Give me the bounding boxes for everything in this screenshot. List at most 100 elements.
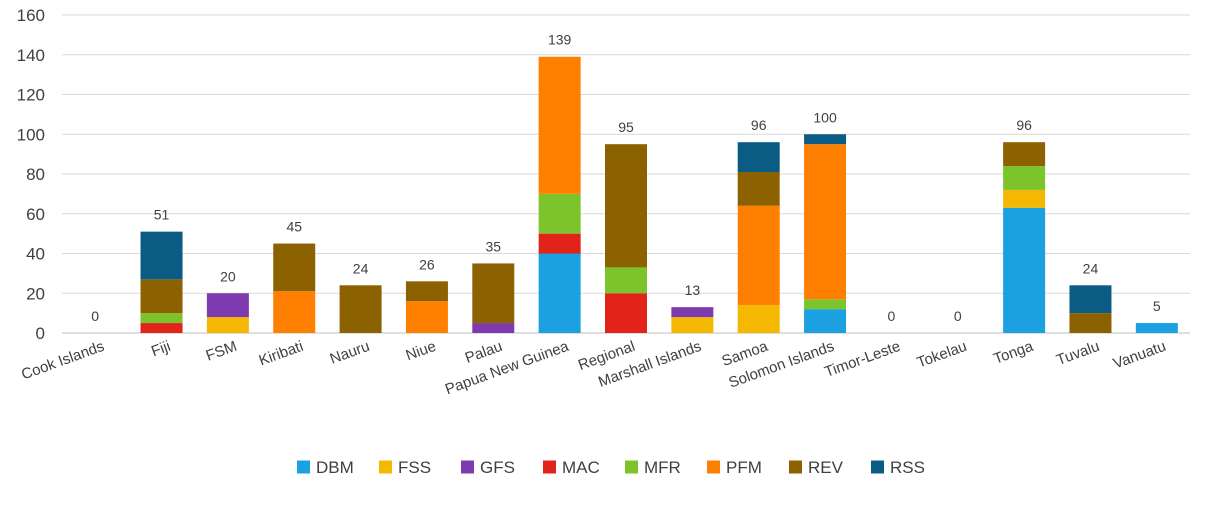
bar-segment-fss — [1003, 189, 1046, 208]
bar-segment-rev — [1003, 142, 1046, 167]
x-tick-label: Kiribati — [257, 338, 306, 370]
x-tick-label: Fiji — [149, 338, 173, 361]
data-label: 0 — [954, 308, 962, 324]
legend-swatch — [789, 460, 802, 474]
legend-item-mfr: MFR — [625, 458, 681, 477]
y-tick-label: 40 — [26, 245, 45, 264]
bar-segment-rev — [405, 281, 448, 302]
x-tick-label: Papua New Guinea — [443, 338, 572, 399]
bar-segment-pfm — [737, 205, 780, 306]
data-label: 20 — [220, 268, 236, 284]
data-label: 24 — [1083, 260, 1099, 276]
x-tick-label: Tokelau — [915, 338, 969, 372]
legend-item-rev: REV — [789, 458, 844, 477]
legend-label: RSS — [890, 458, 925, 477]
x-tick-label: Tonga — [991, 338, 1036, 368]
y-tick-label: 0 — [36, 324, 45, 343]
legend-item-fss: FSS — [379, 458, 431, 477]
x-tick-label: Niue — [403, 338, 438, 365]
data-label: 96 — [1016, 117, 1032, 133]
bar-segment-rss — [1069, 285, 1112, 314]
bar-segment-dbm — [804, 309, 847, 333]
legend-label: MAC — [562, 458, 600, 477]
legend-label: DBM — [316, 458, 354, 477]
data-label: 5 — [1153, 298, 1161, 314]
bar-segment-rev — [339, 285, 382, 333]
bar-segment-mac — [538, 233, 581, 254]
legend-label: FSS — [398, 458, 431, 477]
legend-swatch — [707, 460, 720, 474]
bar-segment-pfm — [538, 56, 581, 194]
bar-segment-dbm — [538, 253, 581, 333]
bar-segment-mac — [140, 323, 183, 333]
data-label: 0 — [91, 308, 99, 324]
legend-item-rss: RSS — [871, 458, 925, 477]
x-tick-label: Tuvalu — [1054, 338, 1102, 369]
legend-label: PFM — [726, 458, 762, 477]
bar-segment-rev — [605, 144, 647, 268]
legend-item-gfs: GFS — [461, 458, 515, 477]
bar-segment-mfr — [538, 193, 581, 234]
x-tick-label: Cook Islands — [19, 338, 106, 384]
bar-segment-pfm — [273, 291, 316, 333]
y-tick-label: 120 — [17, 86, 45, 105]
bar-segment-fss — [206, 317, 249, 333]
bar-segment-rev — [472, 263, 515, 324]
legend-item-pfm: PFM — [707, 458, 762, 477]
bar-segment-pfm — [804, 144, 847, 300]
data-label: 24 — [353, 260, 369, 276]
y-tick-label: 100 — [17, 125, 45, 144]
bar-segment-rss — [804, 134, 847, 145]
data-labels: 0 51 20 45 24 26 35 139 95 13 96 100 0 0 96 24 5 — [91, 32, 1161, 324]
bar-segment-gfs — [671, 307, 714, 318]
x-axis-category-labels: Cook Islands Fiji FSM Kiribati Nauru Niue Pala… — [19, 338, 1168, 399]
legend-label: MFR — [644, 458, 681, 477]
y-axis-tick-labels: 0 20 40 60 80 100 120 140 160 — [17, 6, 45, 343]
bar-segment-mfr — [804, 299, 847, 310]
bar-segment-gfs — [206, 293, 249, 318]
data-label: 100 — [813, 109, 837, 125]
data-label: 26 — [419, 256, 435, 272]
legend-swatch — [379, 460, 392, 474]
legend-label: GFS — [480, 458, 515, 477]
bar-segment-gfs — [472, 323, 515, 333]
y-tick-label: 160 — [17, 6, 45, 25]
x-tick-label: Timor-Leste — [822, 338, 902, 381]
bar-segment-rss — [737, 142, 780, 173]
bar-segment-dbm — [1135, 323, 1178, 333]
bar-segment-fss — [737, 305, 780, 333]
data-label: 51 — [154, 207, 170, 223]
bar-segment-rev — [737, 172, 780, 206]
bar-segment-mac — [605, 293, 647, 333]
x-tick-label: Vanuatu — [1111, 338, 1168, 373]
data-label: 13 — [685, 282, 701, 298]
legend-item-dbm: DBM — [297, 458, 354, 477]
x-tick-label: FSM — [204, 338, 240, 365]
legend-swatch — [297, 460, 310, 474]
bar-segment-pfm — [405, 301, 448, 333]
y-tick-label: 80 — [26, 165, 45, 184]
bars — [140, 56, 1178, 333]
y-tick-label: 60 — [26, 205, 45, 224]
bar-segment-dbm — [1003, 207, 1046, 333]
legend-label: REV — [808, 458, 844, 477]
data-label: 0 — [888, 308, 896, 324]
legend: DBM FSS GFS MAC MFR PFM REV RSS — [297, 458, 925, 477]
bar-segment-mfr — [605, 267, 647, 294]
data-label: 139 — [548, 32, 572, 48]
data-label: 45 — [286, 219, 302, 235]
legend-swatch — [871, 460, 884, 474]
x-tick-label: Nauru — [328, 338, 372, 368]
bar-segment-rss — [140, 231, 183, 280]
legend-item-mac: MAC — [543, 458, 600, 477]
bar-segment-rev — [1069, 313, 1112, 333]
legend-swatch — [543, 460, 556, 474]
legend-swatch — [625, 460, 638, 474]
data-label: 95 — [618, 119, 634, 135]
bar-segment-rev — [273, 243, 316, 292]
bar-segment-mfr — [140, 313, 183, 324]
bar-segment-mfr — [1003, 166, 1046, 190]
data-label: 96 — [751, 117, 767, 133]
